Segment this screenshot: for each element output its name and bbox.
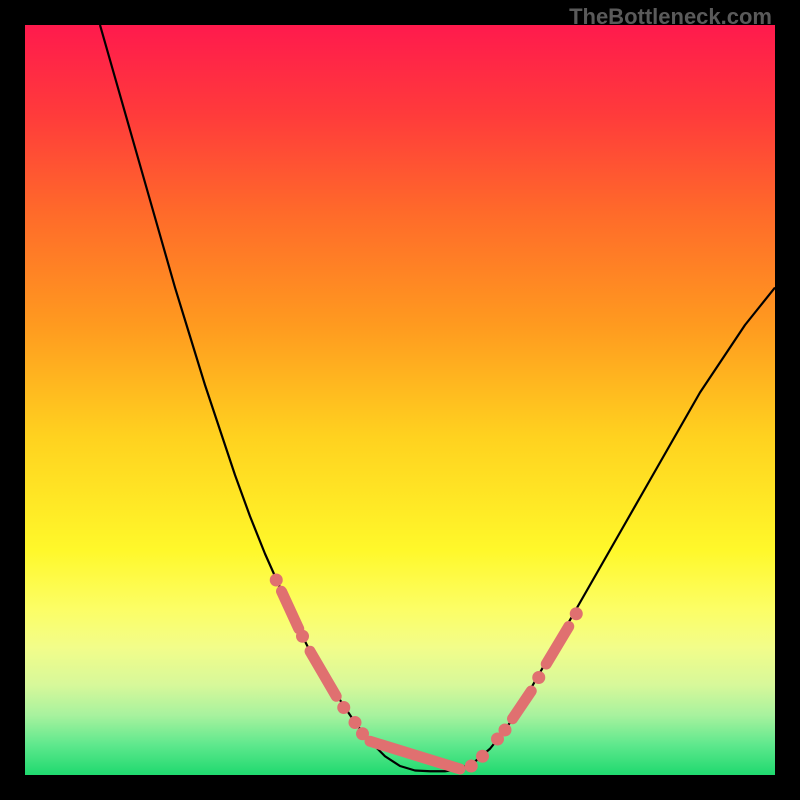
data-marker (349, 716, 362, 729)
data-marker (337, 701, 350, 714)
chart-stage: TheBottleneck.com (0, 0, 800, 800)
plot-background (25, 25, 775, 775)
data-marker (356, 727, 369, 740)
data-marker (570, 607, 583, 620)
data-marker (270, 574, 283, 587)
bottleneck-curve-chart (0, 0, 800, 800)
data-marker (532, 671, 545, 684)
data-marker (465, 760, 478, 773)
watermark-text: TheBottleneck.com (569, 4, 772, 30)
data-marker (296, 630, 309, 643)
data-marker (476, 750, 489, 763)
data-marker (499, 724, 512, 737)
